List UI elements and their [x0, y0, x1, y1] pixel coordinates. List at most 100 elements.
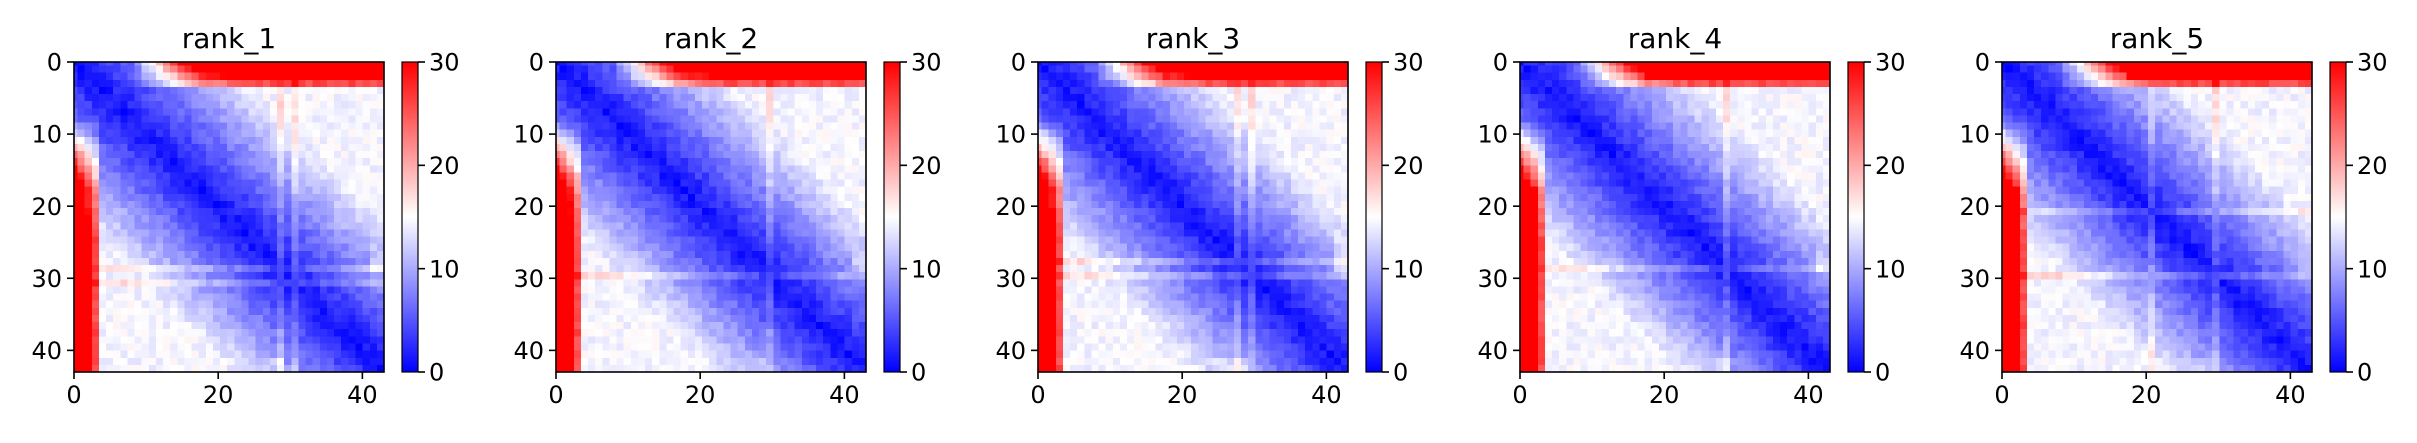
heatmap-cell — [1106, 215, 1114, 223]
heatmap-cell — [306, 265, 314, 273]
heatmap-cell — [1106, 208, 1114, 216]
heatmap-cell — [723, 286, 731, 294]
heatmap-cell — [780, 272, 788, 280]
heatmap-cell — [127, 172, 135, 180]
heatmap-cell — [631, 315, 639, 323]
heatmap-cell — [1327, 151, 1335, 159]
heatmap-cell — [1298, 208, 1306, 216]
heatmap-cell — [1120, 158, 1128, 166]
heatmap-cell — [624, 308, 632, 316]
heatmap-cell — [1120, 222, 1128, 230]
heatmap-cell — [263, 144, 271, 152]
heatmap-cell — [702, 115, 710, 123]
heatmap-cell — [227, 222, 235, 230]
heatmap-cell — [624, 94, 632, 102]
heatmap-cell — [1163, 66, 1171, 74]
heatmap-cell — [624, 251, 632, 259]
heatmap-cell — [659, 151, 667, 159]
heatmap-cell — [659, 137, 667, 145]
heatmap-cell — [802, 158, 810, 166]
heatmap-cell — [192, 315, 200, 323]
heatmap-cell — [220, 215, 228, 223]
heatmap-cell — [617, 201, 625, 209]
heatmap-cell — [602, 158, 610, 166]
heatmap-cell — [823, 222, 831, 230]
heatmap-cell — [341, 165, 349, 173]
heatmap-cell — [1148, 165, 1156, 173]
heatmap-cell — [688, 144, 696, 152]
heatmap-cell — [1184, 165, 1192, 173]
heatmap-cell — [681, 222, 689, 230]
heatmap-cell — [652, 251, 660, 259]
heatmap-cell — [837, 279, 845, 287]
heatmap-cell — [1091, 87, 1099, 95]
heatmap-cell — [220, 172, 228, 180]
heatmap-cell — [206, 315, 214, 323]
heatmap-cell — [1099, 158, 1107, 166]
heatmap-cell — [113, 187, 121, 195]
heatmap-cell — [581, 130, 589, 138]
heatmap-cell — [802, 165, 810, 173]
heatmap-cell — [1298, 165, 1306, 173]
heatmap-cell — [1177, 201, 1185, 209]
heatmap-cell — [156, 251, 164, 259]
heatmap-cell — [1113, 187, 1121, 195]
heatmap-cell — [738, 251, 746, 259]
heatmap-cell — [1091, 208, 1099, 216]
heatmap-cell — [163, 251, 171, 259]
heatmap-cell — [852, 272, 860, 280]
heatmap-cell — [567, 265, 575, 273]
heatmap-cell — [617, 215, 625, 223]
heatmap-cell — [788, 322, 796, 330]
heatmap-cell — [674, 308, 682, 316]
heatmap-cell — [156, 329, 164, 337]
heatmap-cell — [837, 229, 845, 237]
heatmap-cell — [624, 272, 632, 280]
heatmap-cell — [206, 115, 214, 123]
heatmap-cell — [106, 208, 114, 216]
heatmap-cell — [574, 80, 582, 88]
heatmap-cell — [1156, 137, 1164, 145]
heatmap-cell — [78, 265, 86, 273]
heatmap-cell — [234, 343, 242, 351]
heatmap-cell — [355, 265, 363, 273]
heatmap-cell — [1305, 201, 1313, 209]
heatmap-cell — [263, 308, 271, 316]
heatmap-cell — [270, 137, 278, 145]
heatmap-cell — [716, 66, 724, 74]
heatmap-cell — [1220, 187, 1228, 195]
heatmap-cell — [837, 87, 845, 95]
heatmap-cell — [723, 301, 731, 309]
heatmap-cell — [363, 279, 371, 287]
heatmap-cell — [738, 151, 746, 159]
heatmap-cell — [752, 165, 760, 173]
heatmap-cell — [780, 358, 788, 366]
heatmap-cell — [327, 351, 335, 359]
heatmap-cell — [256, 130, 264, 138]
heatmap-cell — [780, 343, 788, 351]
heatmap-cell — [702, 358, 710, 366]
heatmap-cell — [1099, 144, 1107, 152]
heatmap-cell — [1319, 215, 1327, 223]
heatmap-cell — [184, 215, 192, 223]
heatmap-cell — [241, 265, 249, 273]
heatmap-cell — [852, 294, 860, 302]
heatmap-cell — [752, 358, 760, 366]
heatmap-cell — [652, 165, 660, 173]
heatmap-cell — [334, 308, 342, 316]
heatmap-cell — [1063, 144, 1071, 152]
heatmap-cell — [85, 73, 93, 81]
heatmap-cell — [567, 343, 575, 351]
heatmap-cell — [773, 301, 781, 309]
heatmap-cell — [156, 130, 164, 138]
heatmap-cell — [92, 301, 100, 309]
heatmap-cell — [1270, 215, 1278, 223]
heatmap-cell — [127, 151, 135, 159]
heatmap-cell — [263, 351, 271, 359]
heatmap-cell — [192, 194, 200, 202]
heatmap-cell — [355, 165, 363, 173]
heatmap-cell — [355, 301, 363, 309]
heatmap-cell — [709, 215, 717, 223]
y-tick-label: 10 — [513, 121, 544, 149]
heatmap-cell — [213, 251, 221, 259]
